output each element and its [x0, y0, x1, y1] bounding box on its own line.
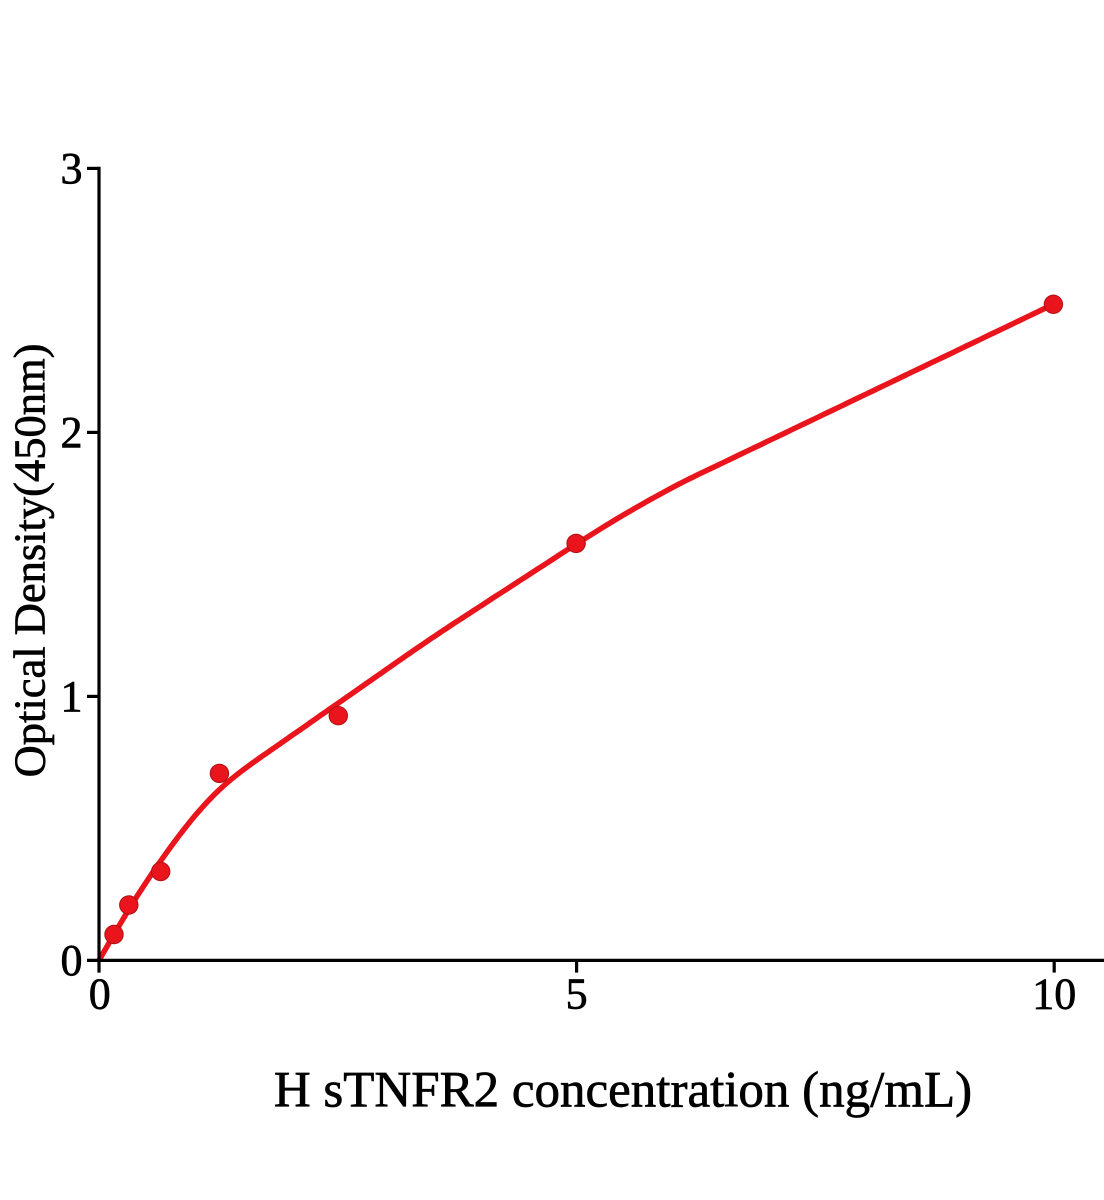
svg-text:H sTNFR2 concentration (ng/mL): H sTNFR2 concentration (ng/mL) [274, 1062, 972, 1118]
svg-text:2: 2 [61, 408, 83, 457]
svg-text:Optical Density(450nm): Optical Density(450nm) [5, 344, 55, 778]
svg-text:10: 10 [1032, 969, 1076, 1018]
svg-text:1: 1 [61, 672, 83, 721]
svg-text:5: 5 [566, 969, 588, 1018]
svg-text:3: 3 [61, 144, 83, 193]
svg-text:0: 0 [89, 969, 111, 1018]
svg-text:0: 0 [61, 936, 83, 985]
